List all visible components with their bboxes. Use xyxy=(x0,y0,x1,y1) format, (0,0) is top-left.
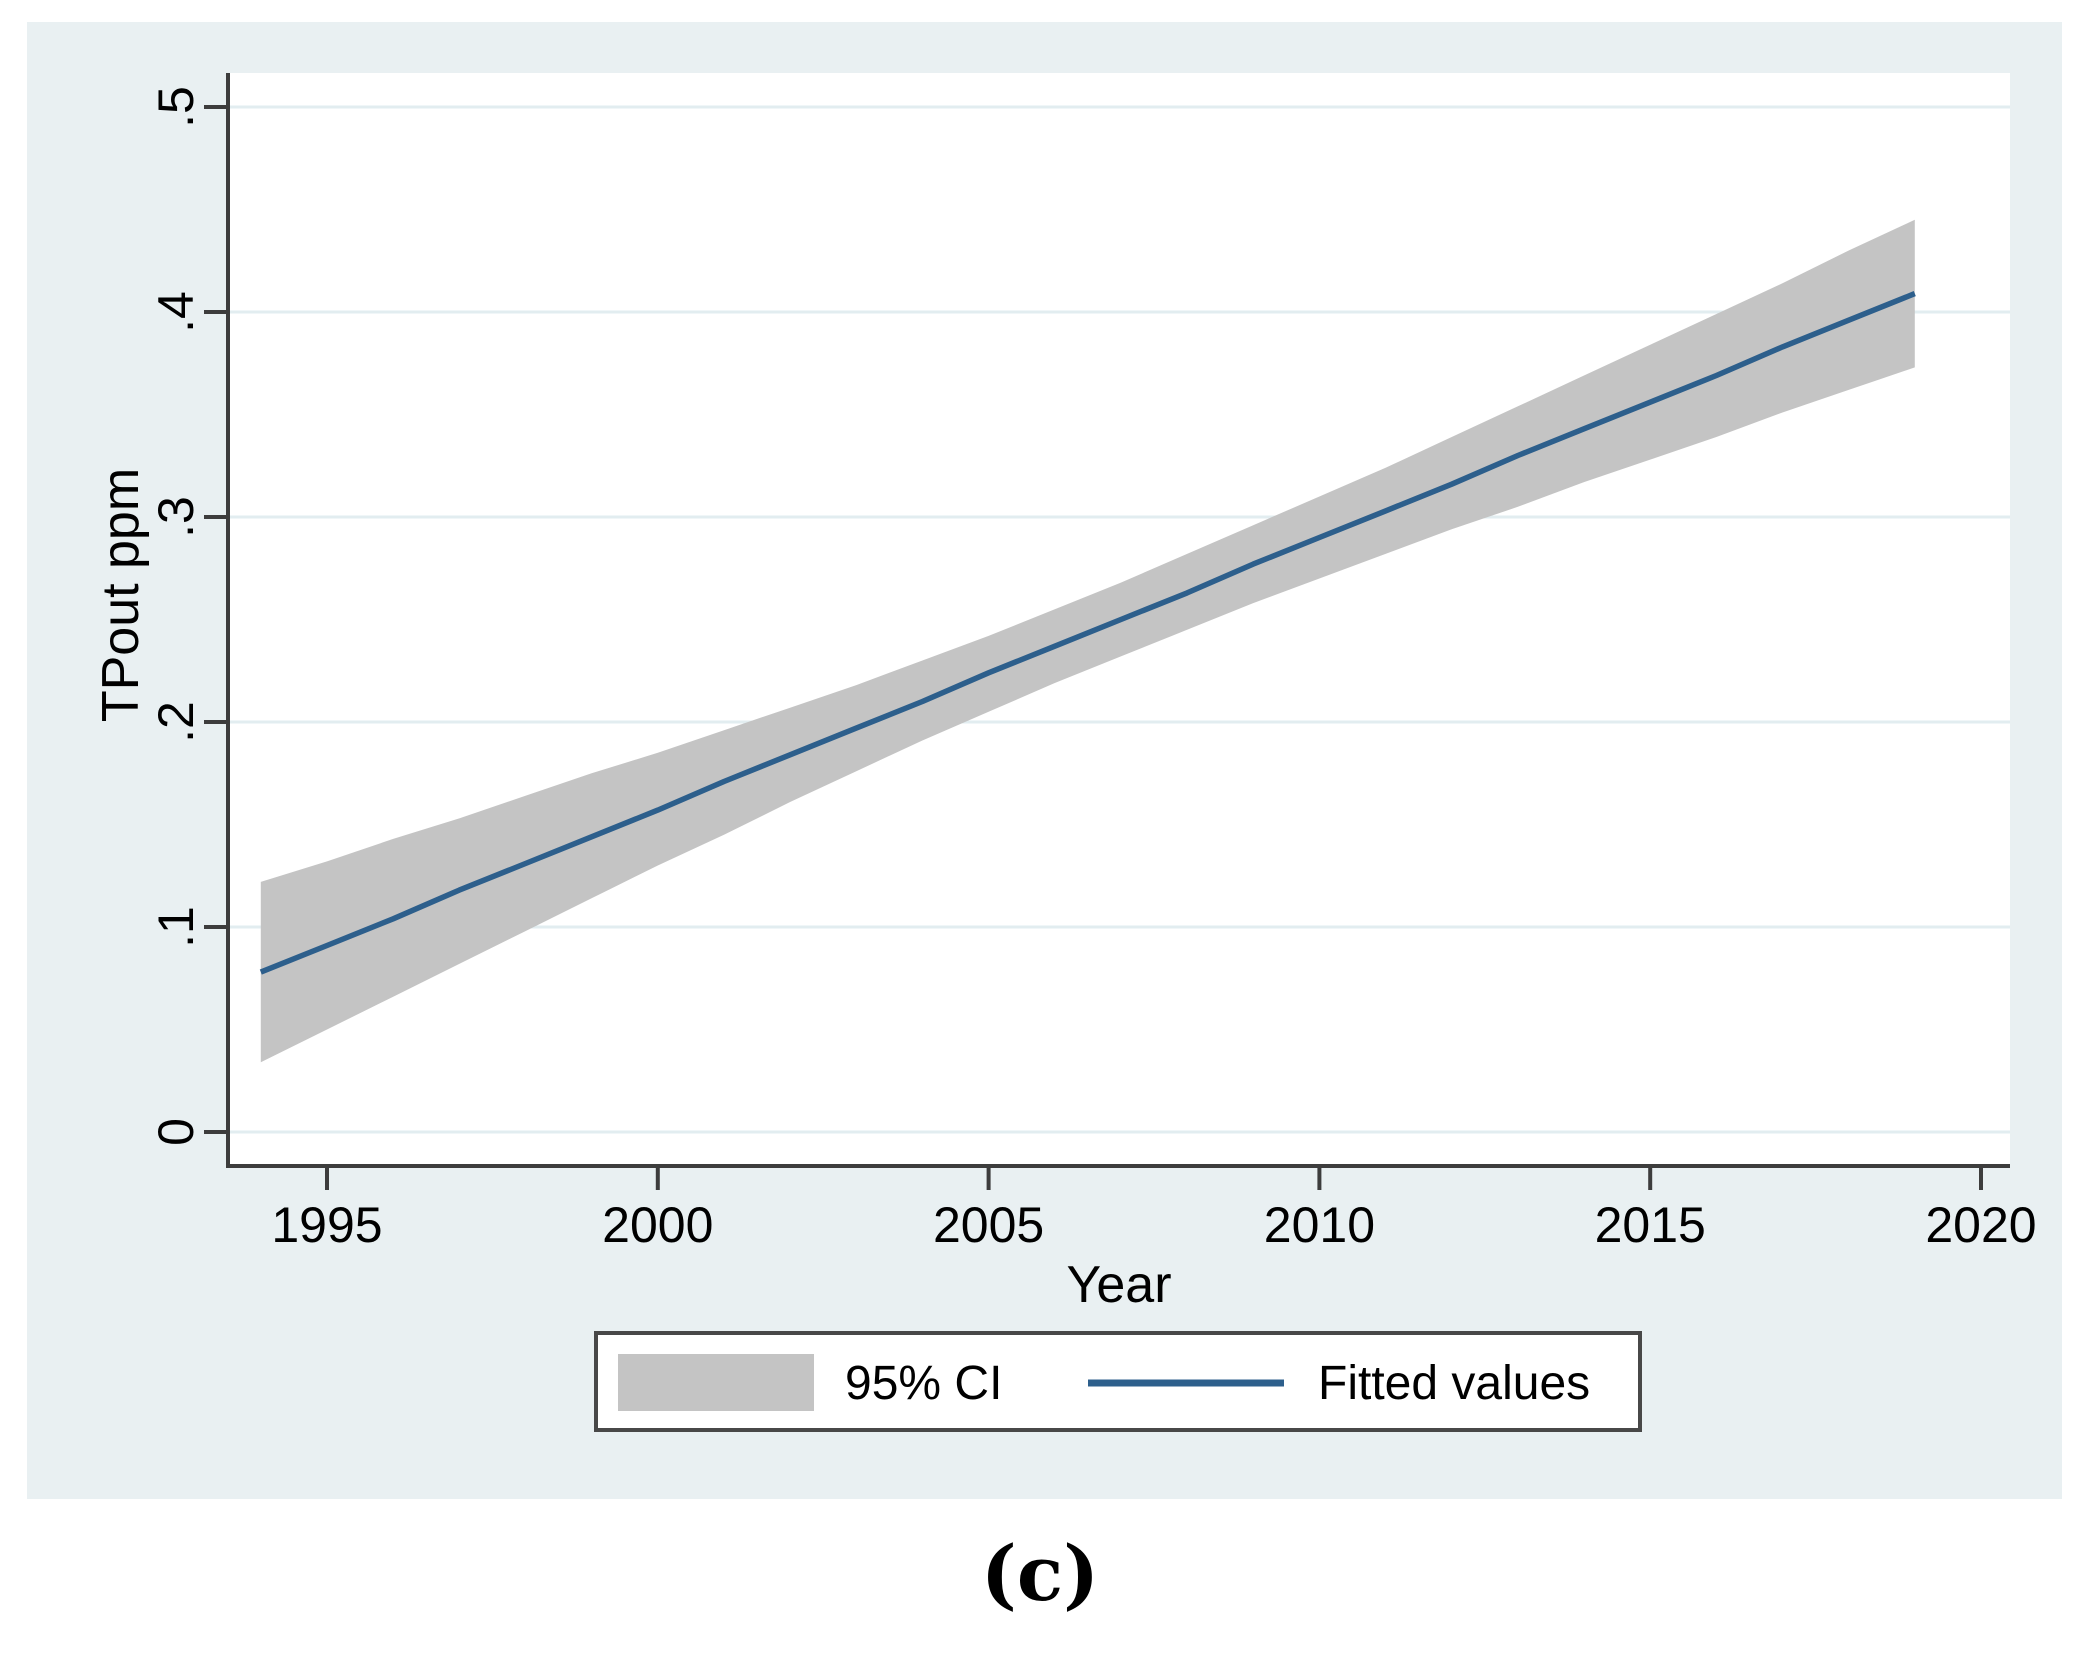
legend-ci-label: 95% CI xyxy=(845,1357,1002,1410)
ci-band xyxy=(260,219,1915,1063)
y-tick-label: .2 xyxy=(148,701,204,743)
x-tick-label: 2020 xyxy=(1925,1197,2036,1253)
gridlines xyxy=(228,105,2010,1134)
y-axis-title: TPout ppm xyxy=(92,468,150,722)
fitted-line xyxy=(259,291,1916,975)
x-axis-title: Year xyxy=(1066,1256,1171,1314)
x-axis-ticks xyxy=(325,1166,1983,1190)
legend-ci-swatch xyxy=(618,1354,814,1411)
x-axis-tick-labels: 1995 2000 2005 2010 2015 2020 xyxy=(271,1197,2036,1253)
y-tick-label: .3 xyxy=(148,496,204,538)
figure-caption: (c) xyxy=(980,1529,1100,1618)
x-tick-label: 1995 xyxy=(271,1197,382,1253)
y-tick-label: 0 xyxy=(148,1118,204,1146)
x-tick-label: 2005 xyxy=(933,1197,1044,1253)
y-axis-tick-labels: 0 .1 .2 .3 .4 .5 xyxy=(148,86,204,1146)
x-tick-label: 2000 xyxy=(602,1197,713,1253)
x-tick-label: 2010 xyxy=(1264,1197,1375,1253)
y-tick-label: .1 xyxy=(148,906,204,948)
y-axis-ticks xyxy=(204,105,228,1134)
y-tick-label: .4 xyxy=(148,291,204,333)
y-tick-label: .5 xyxy=(148,86,204,128)
x-tick-label: 2015 xyxy=(1595,1197,1706,1253)
legend-fitted-label: Fitted values xyxy=(1318,1357,1590,1410)
legend: 95% CI Fitted values xyxy=(594,1331,1642,1432)
